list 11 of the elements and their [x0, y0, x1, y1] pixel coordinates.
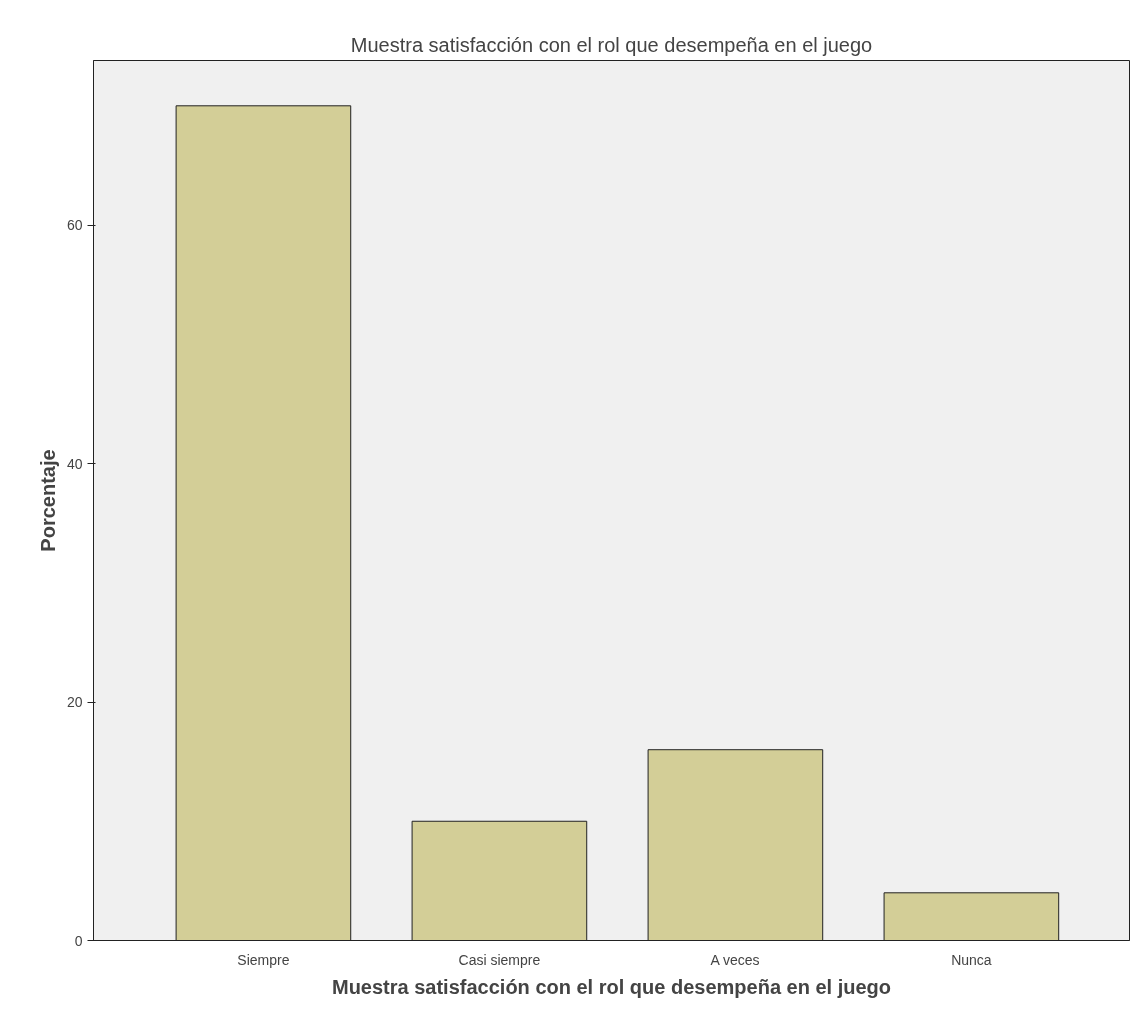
x-tick-label: A veces	[710, 951, 760, 968]
x-axis-title: Muestra satisfacción con el rol que desempeña en el juego	[331, 975, 892, 998]
y-tick-label: 20	[66, 694, 83, 711]
y-axis-title: Porcentaje	[36, 449, 59, 552]
y-tick-label: 40	[66, 455, 83, 472]
x-tick-label: Nunca	[951, 951, 992, 968]
x-tick-label: Casi siempre	[458, 951, 541, 968]
y-tick-label: 0	[74, 932, 83, 949]
x-tick-label: Siempre	[237, 951, 290, 968]
y-tick-label: 60	[66, 217, 83, 234]
chart-title: Muestra satisfacción con el rol que desempeña en el juego	[350, 33, 873, 56]
